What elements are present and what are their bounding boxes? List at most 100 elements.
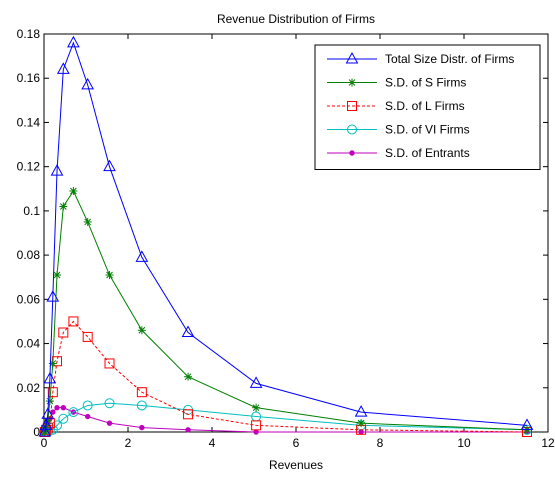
legend-marker <box>349 150 355 156</box>
data-point <box>82 331 93 342</box>
data-point <box>104 398 115 409</box>
series-line <box>44 320 528 433</box>
legend-entry: S.D. of VI Firms <box>327 123 470 137</box>
data-point <box>47 387 58 398</box>
data-point <box>252 403 261 412</box>
data-point <box>136 400 147 411</box>
data-point <box>46 290 60 302</box>
star-bar <box>138 326 146 334</box>
data-point <box>41 407 55 419</box>
x-tick-label: 12 <box>541 436 555 450</box>
data-point <box>104 358 115 369</box>
star-bar <box>59 203 67 210</box>
data-point <box>103 159 116 172</box>
x-tick-label: 6 <box>293 436 300 450</box>
x-tick-label: 2 <box>125 436 132 450</box>
plot-area: 0 2 4 6 8 10 12 0 0.02 0.04 0.06 0.08 0.1 0.12 0.14 0.1… <box>17 27 555 450</box>
x-tick-label: 4 <box>209 436 216 450</box>
legend-box <box>314 44 541 170</box>
data-point <box>520 418 534 430</box>
data-point <box>67 35 80 48</box>
y-tick-label: 0.1 <box>23 204 40 218</box>
data-point <box>84 413 91 420</box>
data-point <box>68 407 79 418</box>
x-tick-label: 10 <box>457 436 471 450</box>
data-point <box>50 164 64 176</box>
legend-marker <box>345 51 359 64</box>
star-bar <box>46 397 54 405</box>
x-tick-label: 8 <box>377 436 384 450</box>
data-point <box>43 371 57 384</box>
y-tick-label: 0.06 <box>17 292 41 306</box>
star-bar <box>106 271 113 279</box>
legend-label: Total Size Distr. of Firms <box>385 52 514 66</box>
data-point <box>58 327 69 338</box>
star-bar <box>84 218 92 226</box>
data-point <box>68 316 79 327</box>
star-bar <box>348 79 356 86</box>
legend-label: S.D. of VI Firms <box>385 123 470 137</box>
series-total-size-distr-of-firms <box>38 35 534 437</box>
y-tick-label: 0.14 <box>17 115 41 129</box>
y-tick-label: 0 <box>33 425 40 439</box>
legend: Total Size Distr. of Firms S.D. of S Firm… <box>314 44 541 170</box>
data-point <box>184 372 193 381</box>
data-point <box>183 409 194 420</box>
chart-title: Revenue Distribution of Firms <box>217 12 375 26</box>
y-tick-label: 0.18 <box>17 27 41 41</box>
y-tick-label: 0.08 <box>17 248 41 262</box>
data-point <box>139 424 145 431</box>
data-point <box>56 62 70 74</box>
y-tick-label: 0.12 <box>17 160 41 174</box>
legend-marker <box>347 101 357 111</box>
data-point <box>54 404 60 411</box>
star-bar <box>184 373 192 381</box>
y-tick-label: 0.04 <box>17 337 41 351</box>
legend-marker <box>347 124 357 135</box>
data-point <box>69 186 78 195</box>
series-line <box>44 41 528 433</box>
data-point <box>185 427 191 433</box>
data-point <box>82 400 93 411</box>
data-point <box>135 250 149 262</box>
data-point <box>105 271 114 280</box>
legend-entry: S.D. of L Firms <box>327 99 465 113</box>
data-point <box>38 424 52 437</box>
data-point <box>251 420 262 431</box>
data-point <box>106 420 113 426</box>
data-point <box>249 376 263 388</box>
x-axis-label: Revenues <box>269 458 323 472</box>
x-tick-label: 0 <box>41 436 48 450</box>
legend-entry: S.D. of S Firms <box>327 76 466 90</box>
data-point <box>136 387 147 398</box>
data-point <box>81 77 95 90</box>
data-point <box>45 397 54 406</box>
y-tick-label: 0.16 <box>17 71 41 85</box>
legend-marker <box>348 78 356 87</box>
y-tick-label: 0.02 <box>17 381 41 395</box>
data-point <box>357 419 366 428</box>
data-point <box>58 413 69 424</box>
legend-entry: Total Size Distr. of Firms <box>327 51 514 66</box>
star-bar <box>357 419 365 427</box>
data-point <box>358 429 364 435</box>
star-bar <box>70 187 77 195</box>
data-point <box>53 271 62 280</box>
data-point <box>354 405 368 417</box>
legend-label: S.D. of Entrants <box>385 146 470 160</box>
legend-label: S.D. of S Firms <box>385 76 466 90</box>
data-point <box>39 418 53 430</box>
star-bar <box>44 417 52 425</box>
data-point <box>59 202 68 211</box>
data-point <box>181 325 195 337</box>
star-bar <box>53 271 61 279</box>
star-bar <box>252 404 260 412</box>
legend-entry: S.D. of Entrants <box>327 146 470 160</box>
legend-label: S.D. of L Firms <box>385 99 465 113</box>
data-point <box>83 217 92 226</box>
data-point <box>137 326 146 335</box>
data-point <box>60 404 67 411</box>
data-point <box>253 429 259 435</box>
